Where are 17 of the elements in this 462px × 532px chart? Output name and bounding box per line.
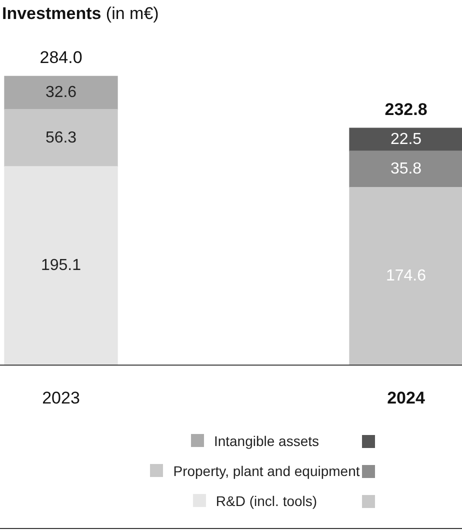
data-label: 32.6 — [45, 84, 77, 102]
bar — [4, 166, 118, 365]
total-label: 232.8 — [384, 100, 428, 119]
legend-label: Property, plant and equipment — [173, 463, 360, 479]
legend-label: Intangible assets — [214, 433, 320, 449]
bar — [349, 150, 462, 188]
total-label: 284.0 — [40, 48, 82, 67]
data-label: 56.3 — [45, 129, 77, 146]
bar — [4, 76, 118, 110]
data-label: 195.1 — [40, 256, 82, 274]
bar — [349, 128, 462, 152]
x-tick-label: 2023 — [42, 388, 80, 408]
legend-label: R&D (incl. tools) — [216, 493, 318, 509]
x-tick-label: 2024 — [387, 388, 426, 408]
data-label: 22.5 — [390, 130, 422, 148]
chart-title: Investments (in m€) — [2, 4, 159, 24]
data-label: 35.8 — [390, 160, 422, 178]
